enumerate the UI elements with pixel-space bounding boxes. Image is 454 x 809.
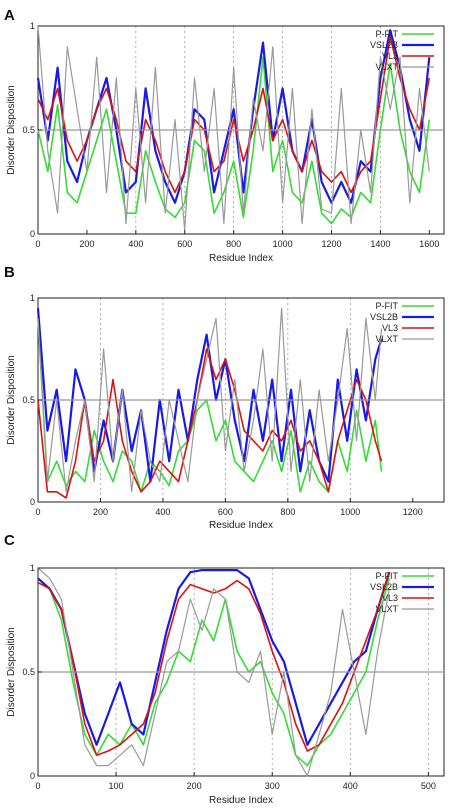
- legend-label: P-FIT: [376, 301, 399, 311]
- series-line-vl3: [37, 35, 431, 194]
- y-axis-label: Disorder Disposition: [6, 355, 17, 444]
- series-line-vl3: [37, 571, 391, 757]
- x-axis-label: Residue Index: [209, 253, 273, 264]
- x-tick-label: 400: [128, 239, 143, 249]
- legend-label: VL3: [382, 51, 398, 61]
- x-tick-label: 300: [265, 781, 280, 791]
- series-line-vlxt: [37, 567, 390, 777]
- panel-c: C 0 100 200 300 400 500 0 0.5 1 Residue Index Disor…: [4, 532, 445, 806]
- x-axis-label: Residue Index: [209, 520, 273, 531]
- panel-b: B 0 200 400 600 800 1000 1200 0 0.5 1 Residue Index…: [4, 264, 445, 531]
- x-tick-label: 600: [177, 239, 192, 249]
- x-tick-label: 0: [35, 507, 40, 517]
- x-tick-label: 0: [35, 239, 40, 249]
- x-tick-label: 400: [155, 507, 170, 517]
- x-tick-label: 200: [93, 507, 108, 517]
- legend-label: VSL2B: [370, 40, 398, 50]
- y-tick-label: 0: [30, 771, 35, 781]
- x-tick-label: 800: [226, 239, 241, 249]
- legend-label: VSL2B: [370, 582, 398, 592]
- panel-a: A 0 200 400 600 800 1000 1200 1400 1600 0 0.5 1 Resid…: [4, 7, 445, 264]
- legend-label: VL3: [382, 593, 398, 603]
- panel-label: C: [4, 532, 15, 549]
- legend-label: P-FIT: [376, 29, 399, 39]
- panel-label: B: [4, 264, 15, 281]
- x-tick-label: 800: [280, 507, 295, 517]
- y-tick-label: 0.5: [22, 395, 35, 405]
- x-tick-label: 1200: [403, 507, 423, 517]
- y-tick-label: 0: [30, 229, 35, 239]
- x-tick-label: 1000: [340, 507, 360, 517]
- legend-label: VLXT: [375, 604, 398, 614]
- x-tick-label: 600: [218, 507, 233, 517]
- y-tick-label: 0.5: [22, 125, 35, 135]
- series-line-vsl2b: [37, 568, 391, 746]
- y-axis-label: Disorder Disposition: [6, 627, 17, 716]
- series-line-p-fit: [37, 56, 431, 225]
- legend-label: VLXT: [375, 62, 398, 72]
- x-tick-label: 1600: [419, 239, 439, 249]
- x-tick-label: 100: [109, 781, 124, 791]
- y-tick-label: 0.5: [22, 667, 35, 677]
- y-tick-label: 1: [30, 293, 35, 303]
- x-tick-label: 500: [421, 781, 436, 791]
- x-tick-label: 200: [187, 781, 202, 791]
- x-tick-label: 1200: [321, 239, 341, 249]
- x-axis-label: Residue Index: [209, 795, 273, 806]
- y-axis-label: Disorder Disposition: [6, 85, 17, 174]
- series-line-vlxt: [37, 25, 430, 231]
- x-tick-label: 0: [35, 781, 40, 791]
- series-line-vsl2b: [36, 29, 431, 204]
- legend-label: VSL2B: [370, 312, 398, 322]
- legend-label: VLXT: [375, 334, 398, 344]
- y-tick-label: 1: [30, 21, 35, 31]
- panel-label: A: [4, 7, 15, 24]
- x-tick-label: 400: [343, 781, 358, 791]
- y-tick-label: 1: [30, 563, 35, 573]
- x-tick-label: 200: [79, 239, 94, 249]
- y-tick-label: 0: [30, 497, 35, 507]
- x-tick-label: 1000: [273, 239, 293, 249]
- series-line-vlxt: [37, 307, 383, 493]
- legend-label: P-FIT: [376, 571, 399, 581]
- legend-label: VL3: [382, 323, 398, 333]
- x-tick-label: 1400: [370, 239, 390, 249]
- series-line-p-fit: [37, 318, 383, 493]
